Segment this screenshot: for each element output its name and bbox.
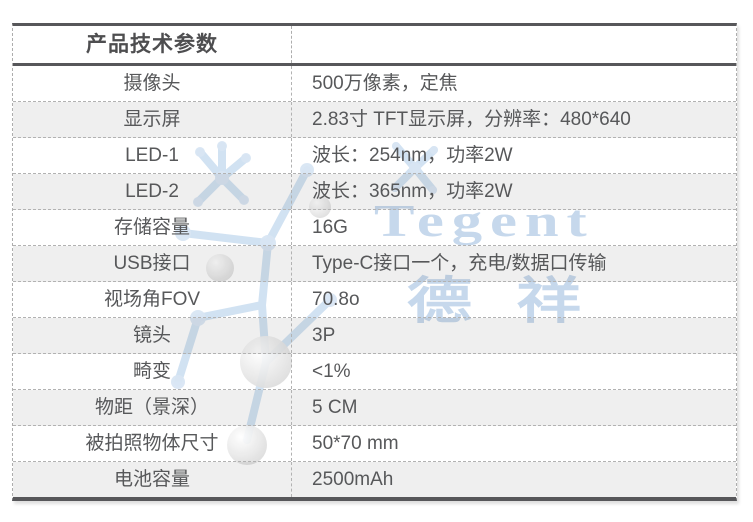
table-row: 显示屏 2.83寸 TFT显示屏，分辨率：480*640 [13,102,736,138]
spec-value-cell: 2500mAh [312,469,394,490]
spec-name-cell: 显示屏 [13,102,292,137]
table-row: LED-2 波长：365nm，功率2W [13,174,736,210]
spec-value-cell: 5 CM [312,397,358,418]
spec-value-cell: 70.8o [312,289,360,310]
spec-name-cell: 电池容量 [13,462,292,497]
table-row: 被拍照物体尺寸 50*70 mm [13,426,736,462]
table-body: 摄像头 500万像素，定焦 显示屏 2.83寸 TFT显示屏，分辨率：480*6… [13,66,736,497]
spec-value-cell: 3P [312,325,336,346]
spec-name-cell: 视场角FOV [13,282,292,317]
table-title: 产品技术参数 [13,26,292,63]
table-row: LED-1 波长：254nm，功率2W [13,138,736,174]
table-header-row: 产品技术参数 [13,26,736,66]
spec-name-cell: 存储容量 [13,210,292,245]
spec-name-cell: USB接口 [13,246,292,281]
spec-name-cell: 畸变 [13,354,292,389]
table-row: 摄像头 500万像素，定焦 [13,66,736,102]
spec-value-cell: 波长：254nm，功率2W [312,145,513,166]
spec-value-cell: 波长：365nm，功率2W [312,181,513,202]
table-row: 电池容量 2500mAh [13,462,736,497]
spec-value-cell: Type-C接口一个，充电/数据口传输 [312,253,607,274]
table-row: 视场角FOV 70.8o [13,282,736,318]
table-row: 畸变 <1% [13,354,736,390]
spec-name-cell: LED-2 [13,174,292,209]
spec-value-cell: 50*70 mm [312,433,399,454]
spec-name-cell: 镜头 [13,318,292,353]
table-row: 物距（景深） 5 CM [13,390,736,426]
spec-value-cell: 16G [312,217,348,238]
spec-name-cell: LED-1 [13,138,292,173]
spec-name-cell: 物距（景深） [13,390,292,425]
spec-value-cell: 2.83寸 TFT显示屏，分辨率：480*640 [312,109,631,130]
spec-name-cell: 被拍照物体尺寸 [13,426,292,461]
table-header-value-cell [292,26,736,63]
table-row: 镜头 3P [13,318,736,354]
spec-table: 产品技术参数 摄像头 500万像素，定焦 显示屏 2.83寸 TFT显示屏，分辨… [12,23,737,501]
spec-value-cell: 500万像素，定焦 [312,73,458,94]
spec-value-cell: <1% [312,361,351,382]
spec-name-cell: 摄像头 [13,66,292,101]
table-row: 存储容量 16G [13,210,736,246]
table-row: USB接口 Type-C接口一个，充电/数据口传输 [13,246,736,282]
